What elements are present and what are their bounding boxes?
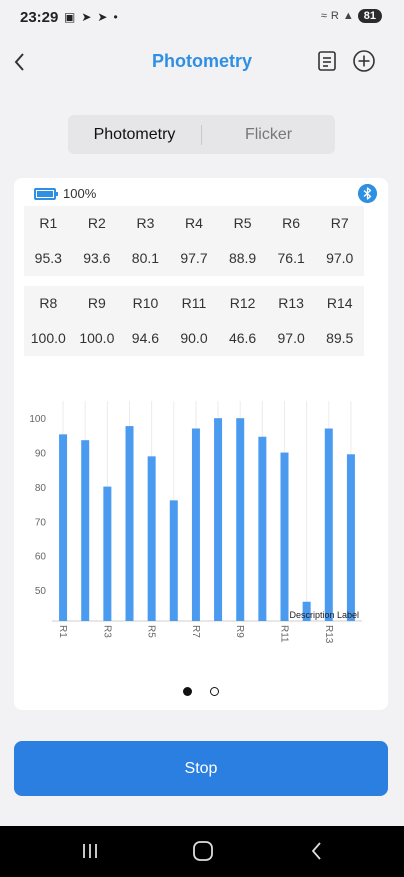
back-icon[interactable] — [305, 839, 329, 863]
recent-apps-icon[interactable] — [78, 839, 102, 863]
signal-label: R — [330, 10, 339, 22]
r-value: 95.3 — [34, 250, 62, 266]
y-tick-label: 60 — [35, 552, 47, 563]
cri-bar-chart: 50 60 70 80 90 100 R1 R3 R5 R7 R9 R11 R13 Description… — [29, 401, 362, 644]
stop-button[interactable]: Stop — [14, 741, 388, 796]
document-icon[interactable] — [316, 50, 338, 72]
page-title: Photometry — [151, 51, 252, 71]
status-notification-icons: ▣ ➤ ➤ • — [64, 10, 118, 24]
r-header: R6 — [282, 215, 301, 231]
r-value: 80.1 — [131, 250, 160, 266]
screenshot-icon: ▣ — [64, 10, 76, 24]
device-battery: 100% — [34, 186, 96, 201]
r-value: 100.0 — [79, 330, 115, 346]
chart-bar — [59, 434, 68, 621]
y-tick-label: 80 — [35, 483, 47, 494]
measurement-card: 100% R1 R2 R3 R4 R5 R6 R7 95.3 93.6 80.1… — [14, 178, 388, 710]
chart-bar — [258, 436, 267, 621]
chart-bar — [81, 440, 90, 621]
x-tick-label: R9 — [234, 625, 245, 638]
r-value: 93.6 — [83, 250, 111, 266]
chart-bar — [147, 456, 156, 621]
bluetooth-icon[interactable] — [358, 184, 377, 203]
r-header: R7 — [330, 215, 349, 231]
r-value: 94.6 — [131, 330, 160, 346]
chart-bar — [103, 486, 112, 621]
chart-bar — [191, 428, 200, 621]
chart-bar — [169, 500, 178, 621]
r-values-table-2: R8 R9 R10 R11 R12 R13 R14 100.0 100.0 94… — [24, 286, 364, 356]
status-system-icons: ≈ R ▲ 81 — [321, 9, 382, 23]
x-tick-label: R3 — [101, 625, 112, 638]
r-header: R14 — [326, 295, 353, 311]
signal-icon: ▲ — [342, 10, 354, 22]
r-header: R8 — [39, 295, 58, 311]
x-tick-label: R7 — [190, 625, 201, 638]
page-dot-active[interactable] — [183, 687, 192, 696]
r-header: R13 — [278, 295, 304, 311]
r-value: 76.1 — [277, 250, 305, 266]
app-header: Photometry — [0, 40, 404, 84]
r-value: 88.9 — [228, 250, 257, 266]
r-header: R3 — [136, 215, 155, 231]
y-tick-label: 90 — [35, 449, 47, 460]
status-time: 23:29 — [20, 9, 59, 26]
mode-tabs: Photometry Flicker — [68, 115, 335, 154]
x-tick-label: R13 — [323, 625, 334, 644]
r-values-table-1: R1 R2 R3 R4 R5 R6 R7 95.3 93.6 80.1 97.7… — [24, 206, 364, 276]
y-tick-label: 100 — [29, 414, 46, 425]
chart-bar — [324, 428, 333, 621]
y-tick-label: 70 — [35, 517, 47, 528]
r-value: 89.5 — [326, 330, 354, 346]
wifi-icon: ≈ — [320, 10, 327, 22]
plus-circle-icon[interactable] — [352, 49, 376, 73]
r-header: R5 — [233, 215, 252, 231]
x-tick-label: R5 — [146, 625, 157, 638]
battery-icon — [34, 187, 58, 200]
x-tick-label: R11 — [279, 625, 290, 643]
r-value: 97.0 — [326, 250, 354, 266]
chart-bar — [236, 418, 245, 621]
x-tick-label: R1 — [57, 625, 68, 638]
r-value: 46.6 — [228, 330, 257, 346]
y-tick-label: 50 — [35, 586, 47, 597]
status-bar: 23:29 ▣ ➤ ➤ • ≈ R ▲ 81 — [0, 0, 404, 36]
tab-photometry[interactable]: Photometry — [93, 125, 176, 143]
chevron-left-icon[interactable] — [10, 50, 30, 74]
dot-icon: • — [113, 10, 118, 24]
r-header: R1 — [39, 215, 58, 231]
r-value: 100.0 — [30, 330, 66, 346]
chart-description-label: Description Label — [289, 610, 359, 620]
tab-divider — [201, 124, 202, 145]
r-header: R4 — [185, 215, 203, 231]
page-indicator — [14, 687, 388, 696]
r-header: R12 — [229, 295, 256, 311]
chart-bar — [125, 426, 134, 621]
r-header: R2 — [87, 215, 106, 231]
battery-percent: 100% — [63, 186, 97, 201]
r-header: R11 — [181, 295, 207, 311]
chart-bar — [280, 452, 289, 621]
r-value: 90.0 — [180, 330, 208, 346]
system-nav-bar — [0, 826, 404, 877]
r-value: 97.0 — [277, 330, 305, 346]
telegram-icon: ➤ — [81, 10, 92, 24]
tab-flicker[interactable]: Flicker — [244, 125, 293, 143]
page-dot[interactable] — [210, 687, 219, 696]
r-header: R10 — [132, 295, 159, 311]
telegram-icon: ➤ — [97, 10, 108, 24]
r-value: 97.7 — [180, 250, 208, 266]
chart-bar — [346, 454, 355, 621]
r-header: R9 — [87, 295, 106, 311]
battery-level: 81 — [357, 9, 382, 23]
chart-bar — [302, 601, 311, 621]
home-icon[interactable] — [191, 839, 215, 863]
chart-bar — [214, 418, 223, 621]
